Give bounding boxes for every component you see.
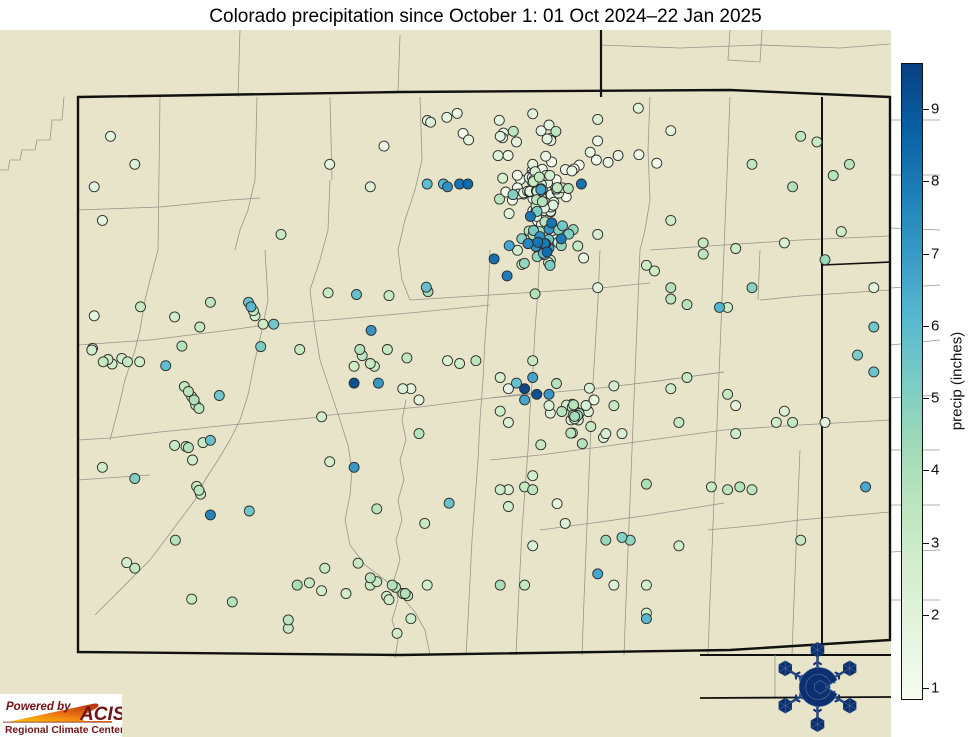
svg-text:Regional Climate Centers: Regional Climate Centers [5,725,122,736]
svg-text:Powered by: Powered by [6,701,71,713]
svg-text:ACIS: ACIS [79,704,122,725]
